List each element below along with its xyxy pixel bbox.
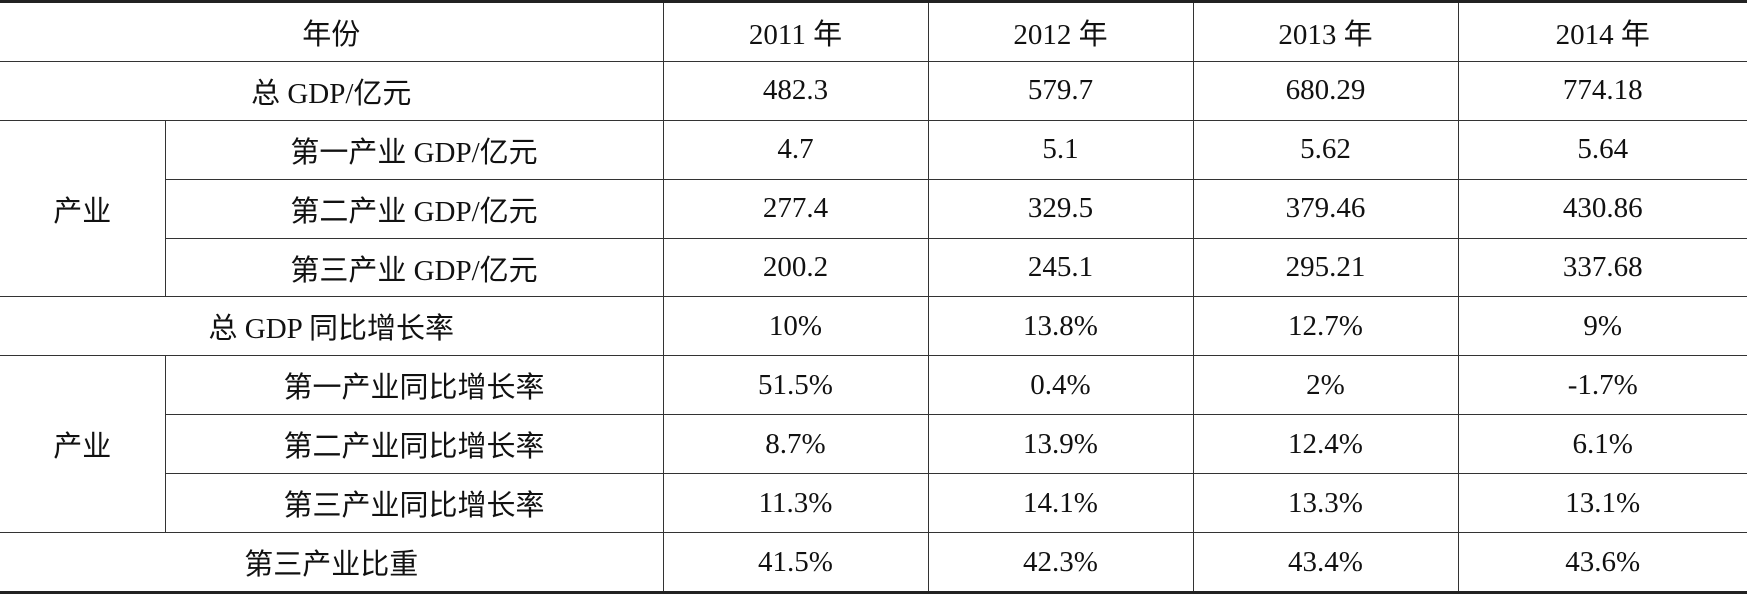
table-row: 产业 第一产业 GDP/亿元 4.7 5.1 5.62 5.64 <box>0 119 1747 298</box>
value-cell: 43.6% <box>1457 532 1747 594</box>
row-label: 总 GDP 同比增长率 <box>0 296 664 357</box>
year-header: 2011 年 <box>662 0 929 62</box>
value-cell: 430.86 <box>1457 178 1747 239</box>
value-cell: 43.4% <box>1192 532 1459 594</box>
table-row: 第二产业同比增长率 8.7% 13.9% 12.4% 6.1% <box>0 414 1747 475</box>
row-label: 第三产业比重 <box>0 532 664 594</box>
group-label: 产业 <box>0 355 166 534</box>
table-row: 总 GDP 同比增长率 10% 13.8% 12.7% 9% <box>0 296 1747 357</box>
value-cell: -1.7% <box>1457 355 1747 416</box>
table-row: 产业 第一产业同比增长率 51.5% 0.4% 2% -1.7% <box>0 355 1747 534</box>
value-cell: 13.9% <box>927 414 1194 475</box>
value-cell: 51.5% <box>662 355 929 416</box>
row-label: 总 GDP/亿元 <box>0 60 664 121</box>
value-cell: 774.18 <box>1457 60 1747 121</box>
value-cell: 12.7% <box>1192 296 1459 357</box>
value-cell: 4.7 <box>662 119 929 180</box>
table-row: 总 GDP/亿元 482.3 579.7 680.29 774.18 <box>0 60 1747 121</box>
row-label: 第三产业 GDP/亿元 <box>165 237 664 298</box>
value-cell: 5.62 <box>1192 119 1459 180</box>
value-cell: 14.1% <box>927 473 1194 534</box>
value-cell: 5.1 <box>927 119 1194 180</box>
year-header: 2013 年 <box>1192 0 1459 62</box>
value-cell: 329.5 <box>927 178 1194 239</box>
value-cell: 579.7 <box>927 60 1194 121</box>
value-cell: 295.21 <box>1192 237 1459 298</box>
table-row: 第三产业比重 41.5% 42.3% 43.4% 43.6% <box>0 532 1747 594</box>
value-cell: 9% <box>1457 296 1747 357</box>
value-cell: 379.46 <box>1192 178 1459 239</box>
value-cell: 8.7% <box>662 414 929 475</box>
value-cell: 10% <box>662 296 929 357</box>
table-row: 第三产业同比增长率 11.3% 14.1% 13.3% 13.1% <box>0 473 1747 534</box>
year-header: 2012 年 <box>927 0 1194 62</box>
row-label: 第三产业同比增长率 <box>165 473 664 534</box>
year-header: 2014 年 <box>1457 0 1747 62</box>
value-cell: 2% <box>1192 355 1459 416</box>
value-cell: 200.2 <box>662 237 929 298</box>
row-label: 第一产业 GDP/亿元 <box>164 119 664 180</box>
value-cell: 5.64 <box>1457 119 1747 180</box>
value-cell: 42.3% <box>927 532 1194 594</box>
value-cell: 12.4% <box>1192 414 1459 475</box>
value-cell: 13.1% <box>1457 473 1747 534</box>
row-header: 年份 <box>0 0 664 62</box>
value-cell: 6.1% <box>1457 414 1747 475</box>
row-label: 第一产业同比增长率 <box>164 355 664 416</box>
table-row: 第三产业 GDP/亿元 200.2 245.1 295.21 337.68 <box>0 237 1747 298</box>
table-row: 第二产业 GDP/亿元 277.4 329.5 379.46 430.86 <box>0 178 1747 239</box>
value-cell: 11.3% <box>662 473 929 534</box>
value-cell: 41.5% <box>662 532 929 594</box>
value-cell: 337.68 <box>1457 237 1747 298</box>
group-label: 产业 <box>0 119 166 298</box>
row-label: 第二产业 GDP/亿元 <box>165 178 664 239</box>
value-cell: 13.3% <box>1192 473 1459 534</box>
value-cell: 13.8% <box>927 296 1194 357</box>
value-cell: 245.1 <box>927 237 1194 298</box>
table-row: 年份 2011 年 2012 年 2013 年 2014 年 <box>0 0 1747 62</box>
value-cell: 680.29 <box>1192 60 1459 121</box>
row-label: 第二产业同比增长率 <box>165 414 664 475</box>
value-cell: 277.4 <box>662 178 929 239</box>
value-cell: 482.3 <box>662 60 929 121</box>
value-cell: 0.4% <box>927 355 1194 416</box>
